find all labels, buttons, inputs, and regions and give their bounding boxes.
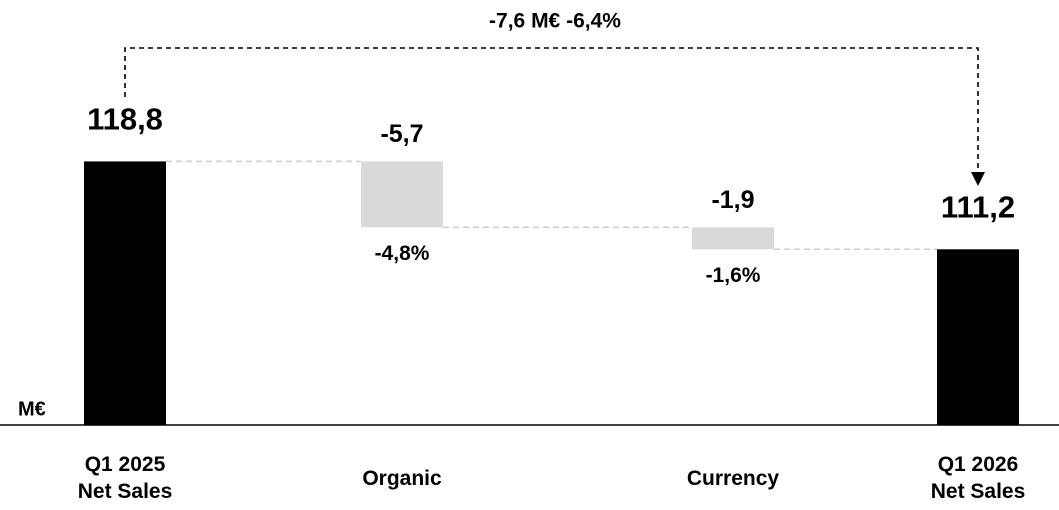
percent-label: -1,6%	[706, 264, 761, 287]
bar	[937, 249, 1019, 425]
bar	[692, 227, 774, 250]
bar	[361, 161, 443, 228]
unit-label: M€	[18, 398, 46, 420]
change-arrow	[124, 47, 979, 172]
x-tick-label: Q1 2025 Net Sales	[77, 453, 173, 503]
arrow-head	[971, 172, 985, 186]
value-label: -1,9	[711, 186, 754, 214]
change-annotation: -7,6 M€ -6,4%	[489, 10, 621, 33]
percent-label: -4,8%	[375, 242, 430, 265]
x-tick-label: Currency	[686, 467, 780, 490]
x-tick-label: Q1 2026 Net Sales	[930, 453, 1026, 503]
x-tick-label: Organic	[362, 467, 442, 490]
value-label: 111,2	[941, 189, 1015, 224]
value-label: -5,7	[380, 120, 423, 148]
bar	[84, 161, 166, 425]
value-label: 118,8	[87, 102, 163, 137]
